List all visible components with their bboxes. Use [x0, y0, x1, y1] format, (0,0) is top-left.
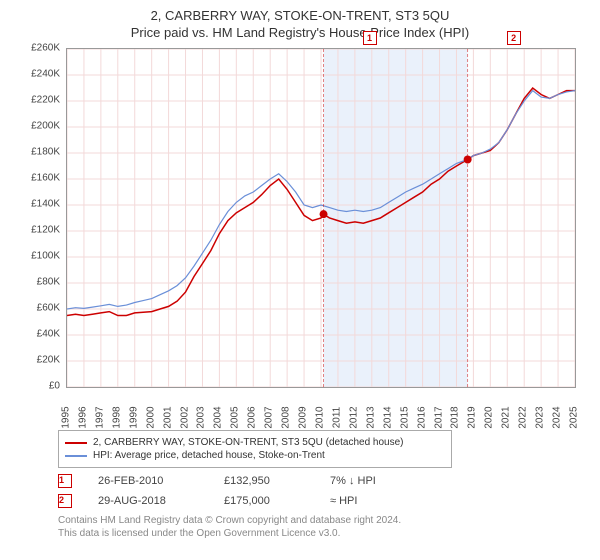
sale-price: £175,000	[224, 495, 304, 507]
legend: 2, CARBERRY WAY, STOKE-ON-TRENT, ST3 5QU…	[58, 430, 452, 468]
x-tick-label: 2025	[569, 406, 580, 428]
sale-diff: 7% ↓ HPI	[330, 475, 410, 487]
x-tick-label: 2007	[264, 406, 275, 428]
legend-swatch	[65, 442, 87, 444]
x-tick-label: 2019	[467, 406, 478, 428]
x-tick-label: 2001	[162, 406, 173, 428]
x-tick-label: 2013	[365, 406, 376, 428]
sale-price: £132,950	[224, 475, 304, 487]
x-tick-label: 1997	[94, 406, 105, 428]
legend-swatch	[65, 455, 87, 457]
x-tick-label: 2018	[450, 406, 461, 428]
x-tick-label: 2005	[230, 406, 241, 428]
sale-row: 2 29-AUG-2018 £175,000 ≈ HPI	[58, 494, 588, 508]
x-tick-label: 2021	[501, 406, 512, 428]
chart-subtitle: Price paid vs. HM Land Registry's House …	[12, 25, 588, 40]
x-tick-label: 2023	[535, 406, 546, 428]
legend-label: 2, CARBERRY WAY, STOKE-ON-TRENT, ST3 5QU…	[93, 437, 403, 448]
y-tick-label: £80K	[37, 277, 60, 288]
x-tick-label: 2004	[213, 406, 224, 428]
sale-date: 26-FEB-2010	[98, 475, 198, 487]
footer: Contains HM Land Registry data © Crown c…	[58, 514, 588, 540]
y-tick-label: £180K	[31, 147, 60, 158]
y-tick-label: £160K	[31, 173, 60, 184]
y-tick-label: £140K	[31, 199, 60, 210]
sale-marker-tag: 1	[363, 31, 377, 45]
sale-marker-box: 2	[58, 494, 72, 508]
sale-marker-tag: 2	[507, 31, 521, 45]
y-tick-label: £260K	[31, 43, 60, 54]
y-axis-labels: £0£20K£40K£60K£80K£100K£120K£140K£160K£1…	[20, 48, 64, 388]
footer-line-2: This data is licensed under the Open Gov…	[58, 527, 588, 540]
x-tick-label: 2003	[196, 406, 207, 428]
x-tick-label: 2000	[145, 406, 156, 428]
x-tick-label: 2006	[247, 406, 258, 428]
plot-area: 12	[66, 48, 576, 388]
x-tick-label: 2020	[484, 406, 495, 428]
x-tick-label: 2017	[433, 406, 444, 428]
sale-row: 1 26-FEB-2010 £132,950 7% ↓ HPI	[58, 474, 588, 488]
sales-table: 1 26-FEB-2010 £132,950 7% ↓ HPI 2 29-AUG-2018…	[58, 474, 588, 508]
x-tick-label: 1999	[128, 406, 139, 428]
x-tick-label: 2014	[382, 406, 393, 428]
x-tick-label: 2010	[315, 406, 326, 428]
chart-wrap: £0 £20K £40K £60K £80K £100K £120K £140K £160K £1…	[20, 48, 580, 408]
y-tick-label: £100K	[31, 251, 60, 262]
y-tick-label: £120K	[31, 225, 60, 236]
chart-title: 2, CARBERRY WAY, STOKE-ON-TRENT, ST3 5QU	[12, 8, 588, 23]
x-tick-label: 2016	[416, 406, 427, 428]
sale-diff: ≈ HPI	[330, 495, 410, 507]
y-tick-label: £240K	[31, 69, 60, 80]
legend-row: 2, CARBERRY WAY, STOKE-ON-TRENT, ST3 5QU…	[65, 437, 445, 448]
x-tick-label: 2009	[298, 406, 309, 428]
x-tick-label: 2012	[348, 406, 359, 428]
x-tick-label: 2002	[179, 406, 190, 428]
x-tick-label: 2011	[331, 407, 342, 429]
y-tick-label: £0	[49, 381, 60, 392]
x-tick-label: 1995	[61, 406, 72, 428]
x-tick-label: 1996	[77, 406, 88, 428]
y-tick-label: £40K	[37, 329, 60, 340]
legend-row: HPI: Average price, detached house, Stok…	[65, 450, 445, 461]
sale-date: 29-AUG-2018	[98, 495, 198, 507]
x-tick-label: 2015	[399, 406, 410, 428]
y-tick-label: £220K	[31, 95, 60, 106]
x-axis-labels: 1995199619971998199920002001200220032004…	[66, 392, 576, 408]
chart-container: 2, CARBERRY WAY, STOKE-ON-TRENT, ST3 5QU…	[0, 0, 600, 560]
footer-line-1: Contains HM Land Registry data © Crown c…	[58, 514, 588, 527]
plot-svg	[67, 49, 575, 387]
sale-marker-box: 1	[58, 474, 72, 488]
y-tick-label: £20K	[37, 355, 60, 366]
x-tick-label: 1998	[111, 406, 122, 428]
legend-label: HPI: Average price, detached house, Stok…	[93, 450, 325, 461]
y-tick-label: £200K	[31, 121, 60, 132]
x-tick-label: 2022	[518, 406, 529, 428]
y-tick-label: £60K	[37, 303, 60, 314]
x-tick-label: 2008	[281, 406, 292, 428]
x-tick-label: 2024	[552, 406, 563, 428]
